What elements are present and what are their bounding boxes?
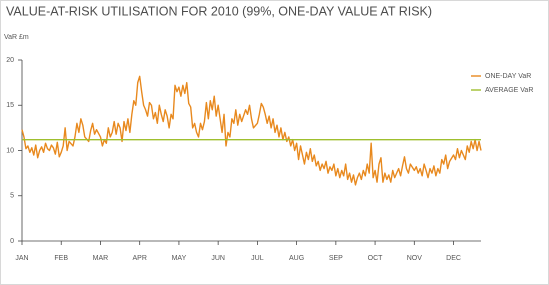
x-tick-label: DEC (446, 255, 461, 262)
legend-label: AVERAGE VaR (485, 87, 533, 94)
series-line (21, 75, 482, 186)
x-tick-label: NOV (407, 255, 423, 262)
chart-title: VALUE-AT-RISK UTILISATION FOR 2010 (99%,… (6, 4, 432, 18)
x-tick-label: FEB (54, 255, 68, 262)
x-tick-label: JUN (211, 255, 225, 262)
y-tick-label: 0 (10, 238, 14, 245)
x-tick-label: SEP (329, 255, 343, 262)
y-tick-label: 5 (10, 193, 14, 200)
y-tick-label: 10 (6, 147, 14, 154)
x-tick-label: OCT (368, 255, 384, 262)
y-tick-label: 20 (6, 57, 14, 64)
x-tick-label: JAN (15, 255, 28, 262)
x-tick-label: AUG (289, 255, 304, 262)
x-tick-label: MAR (93, 255, 109, 262)
x-tick-label: JUL (251, 255, 264, 262)
y-axis-label: VaR £m (4, 34, 29, 41)
legend-label: ONE-DAY VaR (485, 73, 531, 80)
x-tick-label: APR (132, 255, 146, 262)
x-tick-label: MAY (172, 255, 187, 262)
y-tick-label: 15 (6, 102, 14, 109)
